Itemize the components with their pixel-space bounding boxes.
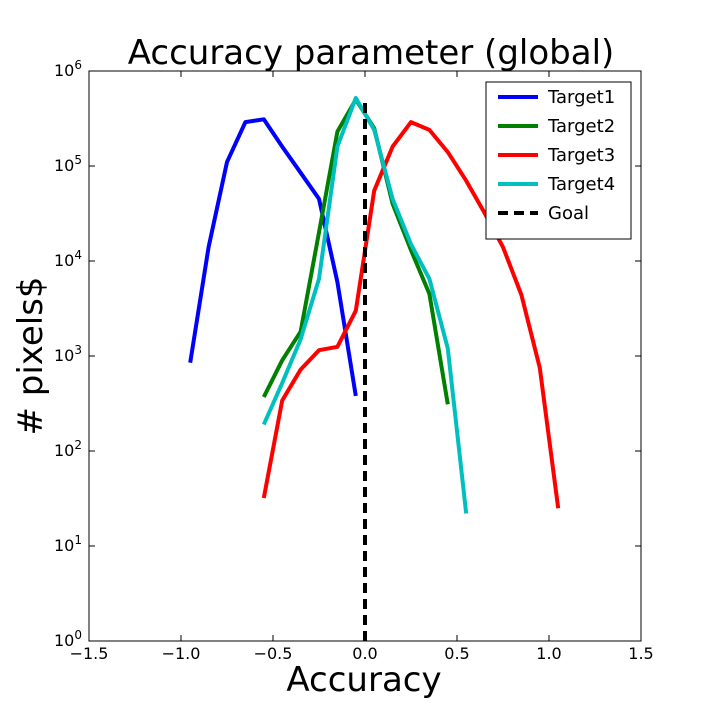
- legend-label: Target1: [547, 87, 615, 108]
- y-tick-label: 106: [54, 58, 82, 80]
- y-tick-label: 103: [54, 343, 82, 365]
- x-axis-label: Accuracy: [286, 660, 441, 700]
- x-tick-label: −1.0: [162, 644, 201, 663]
- y-tick-label: 101: [54, 533, 82, 555]
- legend-label: Target3: [547, 145, 615, 166]
- series-line-target1: [188, 117, 358, 397]
- legend-label: Goal: [548, 203, 589, 224]
- y-tick-label: 102: [54, 438, 82, 460]
- y-tick-label: 105: [54, 153, 82, 175]
- x-tick-label: −0.5: [254, 644, 293, 663]
- legend-label: Target4: [547, 174, 615, 195]
- plot-series: [188, 96, 561, 641]
- legend-box: [485, 81, 632, 240]
- legend: Target1 Target2 Target3 Target4 Goal: [485, 81, 632, 240]
- plot-frame: [88, 70, 642, 642]
- y-axis-label: # pixels$: [11, 276, 51, 435]
- y-tick-label: 100: [54, 628, 82, 650]
- x-tick-label: −1.5: [70, 644, 109, 663]
- series-line-target3: [261, 120, 561, 509]
- series-line-target4: [261, 96, 469, 514]
- x-tick-label: 1.0: [536, 644, 561, 663]
- x-tick-label: 0.5: [444, 644, 469, 663]
- axis-ticks: −1.5 −1.0 −0.5 0.0 0.5 1.0 1.5 100 101 102 103 104 1…: [54, 58, 654, 663]
- y-tick-label: 104: [54, 248, 82, 270]
- chart-title: Accuracy parameter (global): [128, 33, 615, 73]
- x-tick-label: 1.5: [628, 644, 653, 663]
- x-tick-label: 0.0: [352, 644, 377, 663]
- legend-label: Target2: [547, 116, 615, 137]
